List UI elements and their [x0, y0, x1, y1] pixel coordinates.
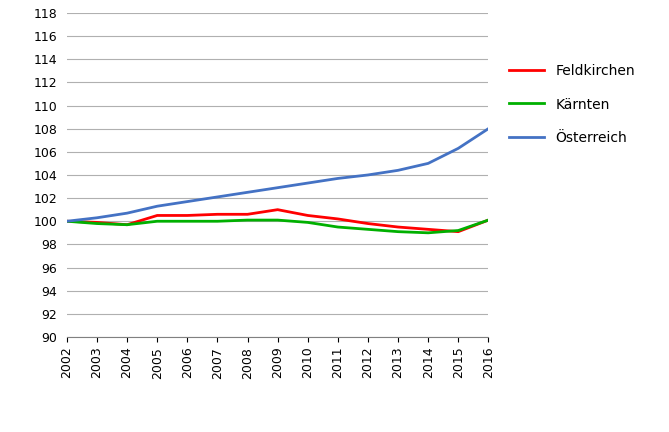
- Kärnten: [304, 220, 312, 225]
- Feldkirchen: [244, 212, 252, 217]
- Line: Feldkirchen: Feldkirchen: [67, 210, 488, 232]
- Österreich: [334, 176, 342, 181]
- Kärnten: [244, 217, 252, 222]
- Legend: Feldkirchen, Kärnten, Österreich: Feldkirchen, Kärnten, Österreich: [504, 59, 640, 151]
- Österreich: [183, 199, 191, 204]
- Feldkirchen: [183, 213, 191, 218]
- Kärnten: [183, 219, 191, 224]
- Österreich: [394, 168, 402, 173]
- Österreich: [274, 185, 282, 190]
- Österreich: [93, 215, 101, 220]
- Kärnten: [484, 217, 492, 222]
- Österreich: [123, 210, 131, 216]
- Kärnten: [123, 222, 131, 227]
- Österreich: [304, 181, 312, 186]
- Kärnten: [334, 225, 342, 230]
- Kärnten: [394, 229, 402, 234]
- Österreich: [424, 161, 432, 166]
- Feldkirchen: [364, 221, 372, 226]
- Kärnten: [424, 230, 432, 235]
- Feldkirchen: [63, 219, 71, 224]
- Feldkirchen: [424, 227, 432, 232]
- Feldkirchen: [274, 207, 282, 212]
- Feldkirchen: [304, 213, 312, 218]
- Line: Österreich: Österreich: [67, 129, 488, 221]
- Line: Kärnten: Kärnten: [67, 220, 488, 233]
- Österreich: [213, 194, 221, 200]
- Feldkirchen: [484, 217, 492, 222]
- Feldkirchen: [334, 216, 342, 222]
- Feldkirchen: [153, 213, 161, 218]
- Kärnten: [93, 221, 101, 226]
- Österreich: [244, 190, 252, 195]
- Österreich: [454, 146, 462, 151]
- Kärnten: [364, 227, 372, 232]
- Österreich: [364, 172, 372, 178]
- Feldkirchen: [123, 222, 131, 227]
- Österreich: [63, 219, 71, 224]
- Feldkirchen: [93, 220, 101, 225]
- Kärnten: [454, 228, 462, 233]
- Kärnten: [63, 219, 71, 224]
- Österreich: [153, 203, 161, 209]
- Feldkirchen: [213, 212, 221, 217]
- Österreich: [484, 126, 492, 131]
- Kärnten: [213, 219, 221, 224]
- Kärnten: [153, 219, 161, 224]
- Kärnten: [274, 217, 282, 222]
- Feldkirchen: [394, 225, 402, 230]
- Feldkirchen: [454, 229, 462, 234]
